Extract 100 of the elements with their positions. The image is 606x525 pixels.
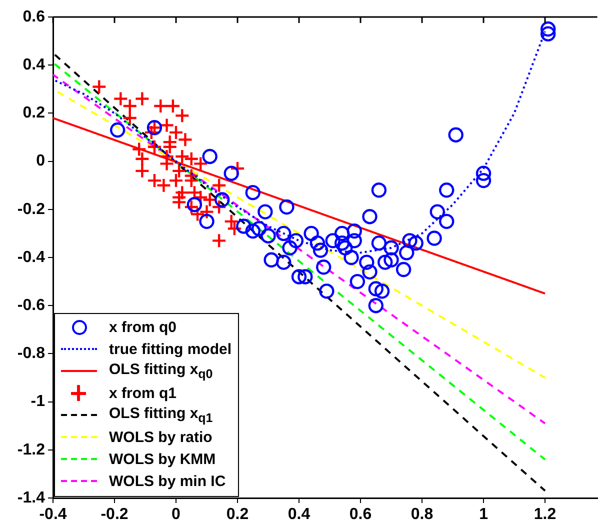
point: [236, 218, 252, 234]
point: [310, 235, 326, 251]
point: [202, 148, 218, 164]
point: [426, 230, 442, 246]
y-tick-label: 0.4: [22, 56, 46, 74]
point: [384, 240, 399, 256]
point: [174, 184, 190, 200]
point: [245, 223, 260, 239]
legend-label: WOLS by ratio: [109, 428, 212, 446]
legend-label: true fitting model: [109, 340, 232, 358]
point: [298, 269, 313, 284]
point: [430, 204, 445, 220]
y-tick-label: 0.6: [22, 8, 46, 26]
point: [344, 250, 359, 266]
y-tick-label: -0.2: [17, 200, 46, 218]
point: [159, 156, 174, 172]
x-tick-label: 0.2: [226, 506, 249, 524]
point: [439, 182, 454, 198]
point: [374, 284, 390, 299]
point: [132, 142, 147, 157]
y-tick-label: -1.4: [17, 489, 46, 506]
y-tick-label: -1: [30, 393, 46, 410]
point: [146, 139, 162, 154]
point: [396, 262, 412, 278]
y-tick-label: -0.4: [17, 248, 46, 266]
point: [368, 298, 384, 314]
legend-label: x from q1: [109, 384, 177, 402]
point: [134, 163, 150, 179]
point: [304, 226, 319, 242]
point: [258, 204, 273, 220]
point: [378, 254, 393, 270]
point: [316, 260, 332, 275]
point: [186, 196, 202, 212]
point: [384, 252, 399, 268]
x-tick-label: 0.6: [349, 506, 372, 524]
x-tick-label: 0: [172, 506, 181, 524]
point: [359, 254, 374, 270]
y-tick-label: -0.8: [17, 345, 46, 362]
x-tick-label: 0.4: [288, 506, 310, 524]
point: [476, 166, 492, 181]
y-tick-label: -0.6: [17, 297, 46, 314]
point: [171, 163, 187, 179]
x-tick-label: 0.8: [410, 506, 434, 524]
point: [371, 235, 387, 251]
point: [230, 160, 246, 176]
point: [540, 26, 556, 42]
point: [338, 240, 353, 256]
point: [319, 284, 334, 299]
x-tick-label: 1.2: [534, 506, 556, 524]
legend-label: WOLS by KMM: [109, 450, 216, 468]
point: [144, 124, 160, 140]
point: [276, 254, 292, 270]
point: [282, 240, 298, 256]
point: [439, 214, 454, 230]
point: [162, 134, 178, 150]
point: [334, 235, 350, 251]
point: [346, 233, 362, 248]
point: [540, 21, 556, 37]
point: [211, 178, 227, 193]
point: [122, 110, 138, 126]
legend-label: OLS fitting x$_{q1}$: [109, 405, 213, 425]
point: [362, 209, 378, 224]
point: [448, 127, 464, 142]
legend-label: WOLS by min IC: [109, 472, 226, 490]
point: [368, 281, 384, 296]
point: [171, 194, 187, 210]
point: [251, 221, 267, 236]
point: [312, 242, 328, 258]
point: [362, 264, 378, 280]
y-tick-label: -1.2: [17, 441, 46, 458]
point: [334, 226, 350, 242]
x-tick-label: 1: [479, 506, 488, 524]
legend-label: x from q0: [109, 318, 177, 336]
point: [211, 233, 227, 248]
point: [214, 192, 230, 208]
point: [199, 204, 214, 220]
point: [110, 122, 126, 138]
point: [399, 245, 414, 260]
point: [224, 166, 239, 181]
point: [350, 274, 366, 290]
point: [92, 79, 107, 94]
point: [134, 91, 150, 106]
point: [408, 235, 424, 251]
point: [168, 172, 184, 188]
point: [288, 233, 304, 248]
y-tick-label: 0: [36, 152, 46, 170]
point: [264, 252, 279, 268]
point: [153, 98, 168, 114]
point: [325, 233, 340, 248]
point: [245, 184, 260, 200]
point: [276, 226, 292, 242]
point: [371, 182, 387, 198]
point: [134, 151, 150, 166]
point: [279, 199, 294, 215]
point: [174, 148, 190, 164]
legend-label: OLS fitting x$_{q0}$: [109, 361, 213, 381]
point: [346, 223, 362, 239]
point: [291, 269, 307, 284]
point: [199, 214, 214, 230]
y-tick-label: 0.2: [22, 104, 46, 122]
